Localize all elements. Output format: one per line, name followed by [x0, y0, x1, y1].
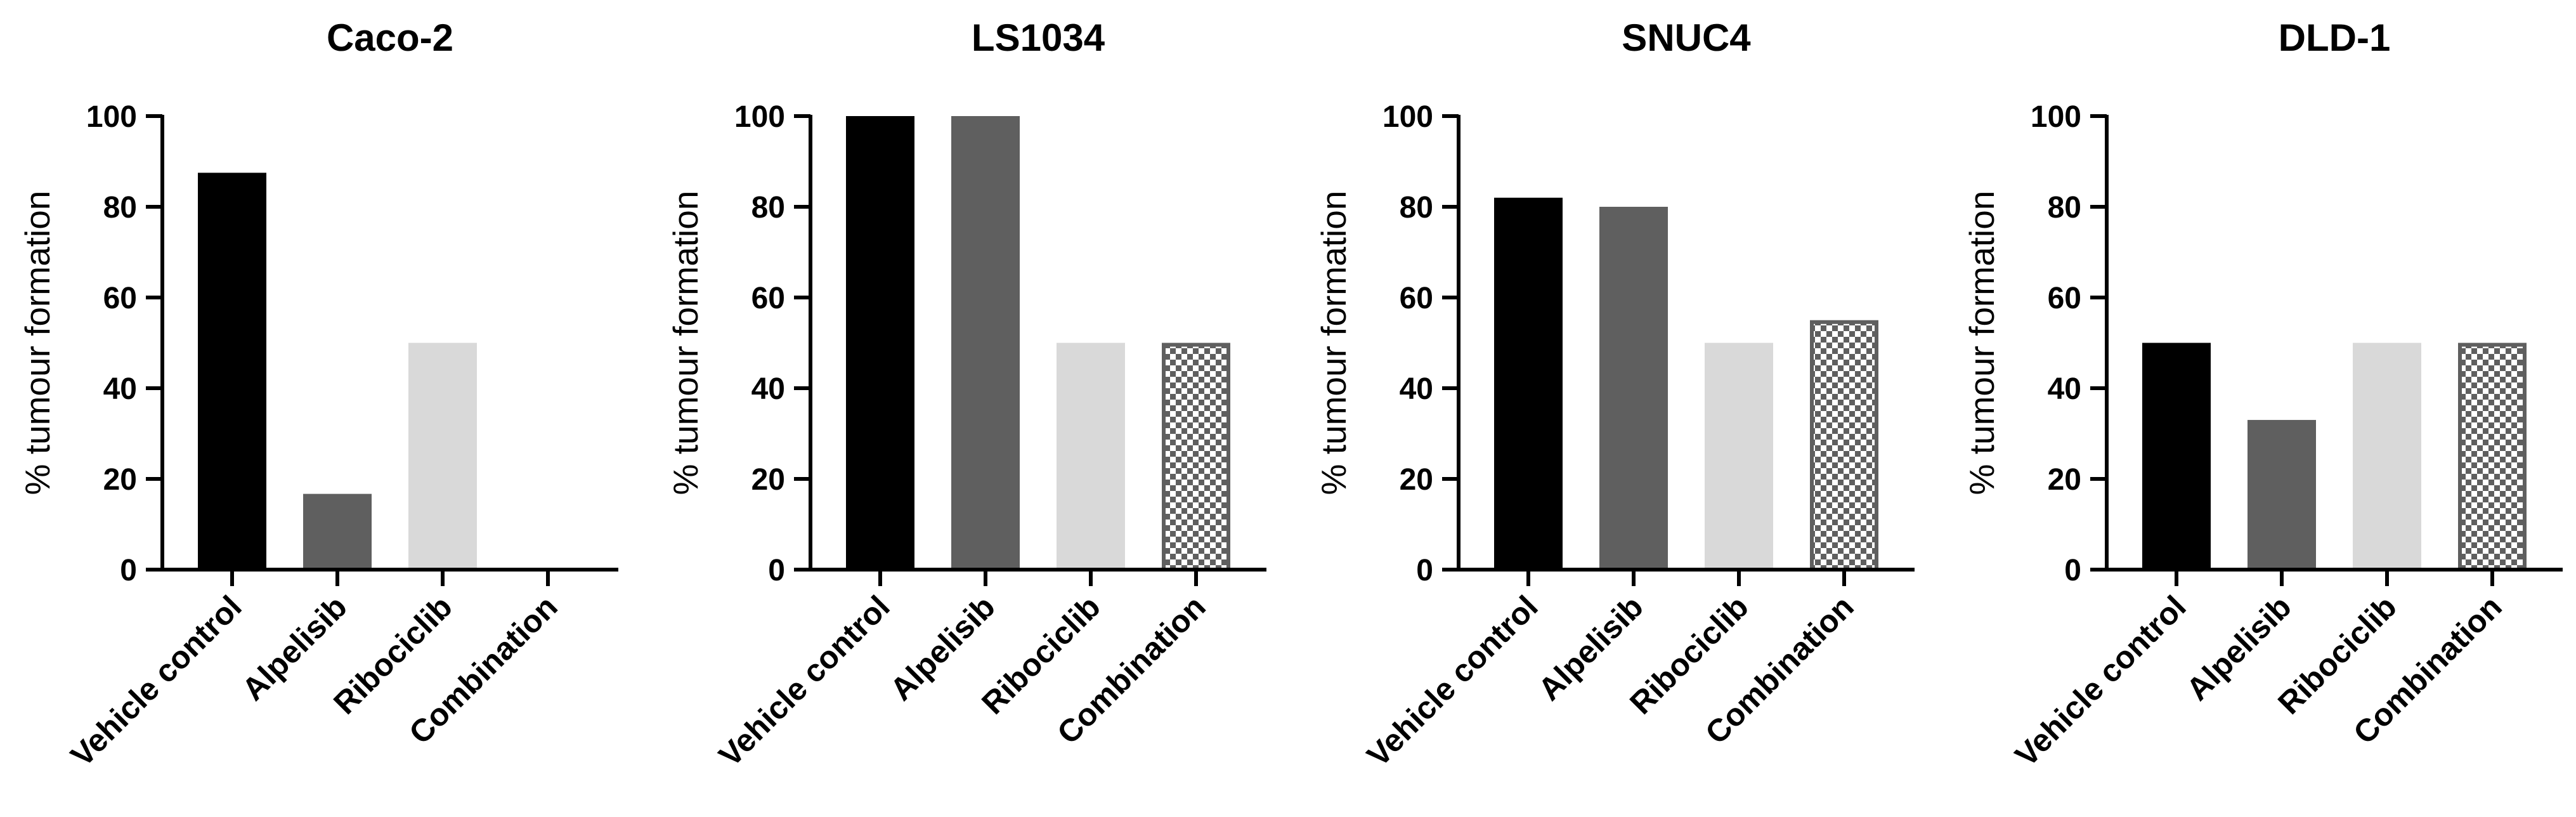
- y-tick-label: 0: [120, 554, 137, 587]
- y-tick-label: 80: [2048, 191, 2081, 225]
- bar-alpelisib: [951, 116, 1020, 570]
- y-tick-label: 40: [751, 372, 785, 406]
- y-tick-label: 60: [1400, 282, 1433, 315]
- x-tick-label: Vehicle control: [64, 589, 249, 773]
- y-tick-label: 100: [86, 100, 137, 134]
- y-tick-label: 0: [2064, 554, 2081, 587]
- y-tick-label: 80: [751, 191, 785, 225]
- bar-combination: [2458, 343, 2527, 572]
- bar-vehicle-control: [198, 173, 266, 570]
- bar-ribociclib: [1705, 343, 1773, 570]
- bar-ribociclib: [1057, 343, 1125, 570]
- y-tick-label: 20: [1400, 463, 1433, 497]
- y-tick-label: 100: [1382, 100, 1433, 134]
- chart-title: DLD-1: [2279, 16, 2391, 59]
- y-tick-label: 60: [103, 282, 137, 315]
- bar-vehicle-control: [846, 116, 914, 570]
- y-tick-label: 60: [751, 282, 785, 315]
- bar-combination: [1810, 320, 1878, 572]
- y-axis-label: % tumour formation: [666, 191, 705, 495]
- y-tick-label: 40: [2048, 372, 2081, 406]
- y-tick-label: 80: [1400, 191, 1433, 225]
- y-tick-label: 100: [2031, 100, 2081, 134]
- y-axis-label: % tumour formation: [1314, 191, 1353, 495]
- bar-ribociclib: [408, 343, 477, 570]
- y-tick-label: 0: [768, 554, 785, 587]
- y-tick-label: 40: [103, 372, 137, 406]
- chart-panel-2: LS1034 % tumour formation 0 20 40 60 80 100 Vehi…: [666, 16, 1266, 773]
- y-tick-label: 20: [103, 463, 137, 497]
- x-tick-label: Vehicle control: [1360, 589, 1545, 773]
- bar-alpelisib: [1599, 207, 1668, 570]
- bar-vehicle-control: [1494, 197, 1563, 570]
- bar-alpelisib: [2247, 420, 2316, 570]
- y-tick-label: 60: [2048, 282, 2081, 315]
- chart-title: SNUC4: [1622, 16, 1751, 59]
- chart-title: LS1034: [972, 16, 1105, 59]
- chart-title: Caco-2: [327, 16, 453, 59]
- bar-combination: [1162, 343, 1230, 572]
- bar-ribociclib: [2353, 343, 2421, 570]
- y-axis-label: % tumour formation: [1962, 191, 2001, 495]
- y-tick-label: 0: [1416, 554, 1433, 587]
- y-tick-label: 20: [751, 463, 785, 497]
- bar-alpelisib: [303, 493, 372, 570]
- y-tick-label: 40: [1400, 372, 1433, 406]
- bar-vehicle-control: [2142, 343, 2211, 570]
- y-tick-label: 20: [2048, 463, 2081, 497]
- x-tick-label: Vehicle control: [2008, 589, 2193, 773]
- x-tick-label: Vehicle control: [712, 589, 897, 773]
- y-axis-label: % tumour formation: [18, 191, 57, 495]
- y-tick-label: 80: [103, 191, 137, 225]
- y-tick-label: 100: [734, 100, 785, 134]
- chart-panel-1: Caco-2 % tumour formation 0 20 40 60 80 100 Vehi…: [18, 16, 618, 773]
- chart-panel-4: DLD-1 % tumour formation 0 20 40 60 80 100 Vehic…: [1962, 16, 2563, 773]
- chart-panel-3: SNUC4 % tumour formation 0 20 40 60 80 100 Vehic…: [1314, 16, 1915, 773]
